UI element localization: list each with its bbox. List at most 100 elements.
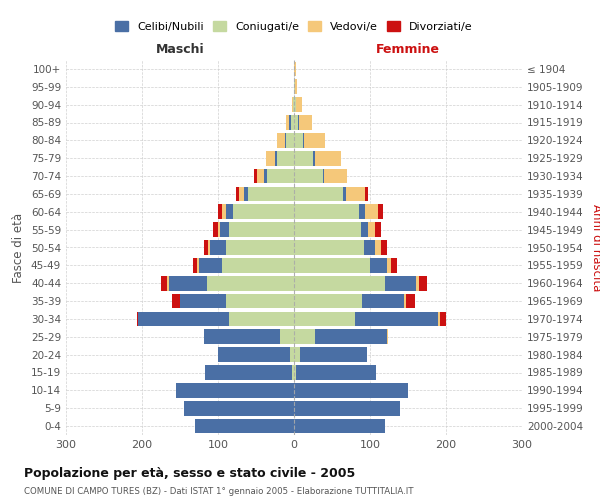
Bar <box>248 186 294 201</box>
Text: Popolazione per età, sesso e stato civile - 2005: Popolazione per età, sesso e stato civil… <box>24 466 355 479</box>
Bar <box>161 276 167 290</box>
Bar <box>355 312 439 326</box>
Bar <box>294 151 313 166</box>
Bar <box>346 186 365 201</box>
Bar <box>290 348 294 362</box>
Bar <box>286 133 294 148</box>
Bar <box>285 133 286 148</box>
Bar <box>226 204 233 219</box>
Bar <box>292 98 293 112</box>
Bar <box>266 151 275 166</box>
Bar <box>313 151 314 166</box>
Bar <box>244 186 248 201</box>
Bar <box>138 312 229 326</box>
Bar <box>294 258 370 272</box>
Bar <box>294 133 303 148</box>
Bar <box>300 348 367 362</box>
Bar <box>294 62 296 76</box>
Bar <box>289 115 291 130</box>
Bar <box>236 186 239 201</box>
Bar <box>294 312 355 326</box>
Bar <box>265 168 268 184</box>
Text: Femmine: Femmine <box>376 44 440 57</box>
Bar <box>376 222 382 237</box>
Bar <box>364 240 374 255</box>
Bar <box>195 419 294 434</box>
Bar <box>205 365 292 380</box>
Bar <box>286 115 289 130</box>
Y-axis label: Fasce di età: Fasce di età <box>13 212 25 282</box>
Bar <box>365 204 379 219</box>
Bar <box>206 276 294 290</box>
Bar <box>208 240 211 255</box>
Bar <box>239 186 244 201</box>
Bar <box>387 258 391 272</box>
Bar <box>176 383 294 398</box>
Bar <box>222 204 226 219</box>
Bar <box>294 276 385 290</box>
Y-axis label: Anni di nascita: Anni di nascita <box>590 204 600 291</box>
Bar <box>277 133 285 148</box>
Bar <box>169 276 206 290</box>
Bar <box>294 383 408 398</box>
Bar <box>315 330 388 344</box>
Bar <box>220 222 229 237</box>
Bar <box>404 294 406 308</box>
Bar <box>197 258 199 272</box>
Bar <box>229 222 294 237</box>
Bar <box>299 115 312 130</box>
Bar <box>298 115 299 130</box>
Bar <box>385 276 416 290</box>
Bar <box>205 330 280 344</box>
Bar <box>233 204 294 219</box>
Bar <box>295 80 297 94</box>
Bar <box>361 222 368 237</box>
Bar <box>359 204 365 219</box>
Bar <box>184 401 294 415</box>
Bar <box>368 222 376 237</box>
Bar <box>211 240 226 255</box>
Bar <box>314 151 341 166</box>
Bar <box>343 186 346 201</box>
Bar <box>293 98 294 112</box>
Bar <box>325 168 347 184</box>
Bar <box>214 222 218 237</box>
Bar <box>137 312 138 326</box>
Bar <box>218 348 290 362</box>
Bar <box>180 294 226 308</box>
Text: Maschi: Maschi <box>155 44 205 57</box>
Bar <box>167 276 169 290</box>
Bar <box>379 204 383 219</box>
Bar <box>172 294 180 308</box>
Bar <box>416 276 419 290</box>
Bar <box>277 151 294 166</box>
Bar <box>406 294 415 308</box>
Bar <box>439 312 440 326</box>
Bar <box>280 330 294 344</box>
Bar <box>419 276 427 290</box>
Bar <box>296 98 302 112</box>
Bar <box>193 258 197 272</box>
Bar <box>294 80 295 94</box>
Bar <box>203 240 208 255</box>
Text: COMUNE DI CAMPO TURES (BZ) - Dati ISTAT 1° gennaio 2005 - Elaborazione TUTTITALI: COMUNE DI CAMPO TURES (BZ) - Dati ISTAT … <box>24 486 413 496</box>
Bar <box>294 204 359 219</box>
Bar <box>303 133 304 148</box>
Bar <box>294 240 364 255</box>
Bar <box>294 222 361 237</box>
Bar <box>391 258 397 272</box>
Bar <box>380 240 387 255</box>
Bar <box>294 365 296 380</box>
Legend: Celibi/Nubili, Coniugati/e, Vedovi/e, Divorziati/e: Celibi/Nubili, Coniugati/e, Vedovi/e, Di… <box>111 17 477 36</box>
Bar <box>440 312 446 326</box>
Bar <box>296 365 376 380</box>
Bar <box>365 186 368 201</box>
Bar <box>222 258 294 272</box>
Bar <box>226 240 294 255</box>
Bar <box>268 168 294 184</box>
Bar <box>294 168 323 184</box>
Bar <box>362 294 404 308</box>
Bar <box>294 294 362 308</box>
Bar <box>292 365 294 380</box>
Bar <box>254 168 257 184</box>
